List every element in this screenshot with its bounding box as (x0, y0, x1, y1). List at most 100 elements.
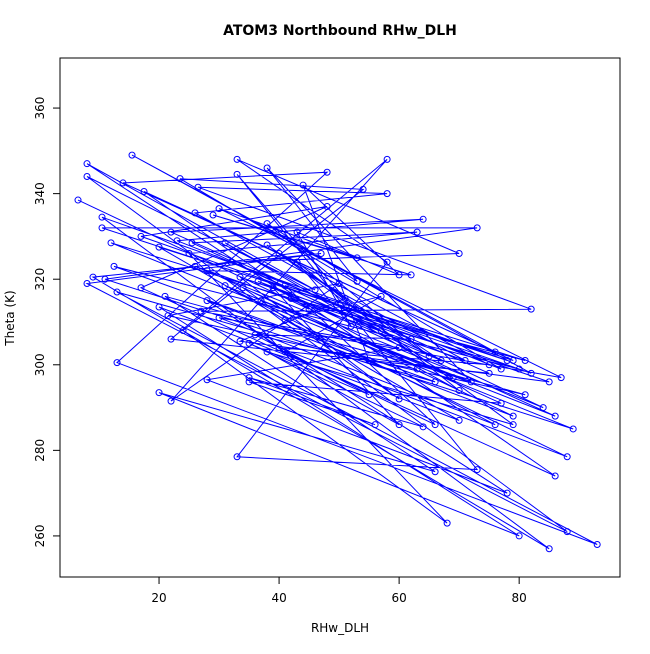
data-point (563, 453, 571, 461)
data-point (128, 151, 136, 159)
data-point (275, 344, 283, 352)
data-point (473, 466, 481, 474)
data-point (551, 472, 559, 480)
data-point (353, 254, 361, 262)
data-point (227, 258, 235, 266)
data-point (263, 164, 271, 172)
data-point (347, 322, 355, 330)
y-tick-label: 360 (33, 97, 47, 120)
data-point (365, 391, 373, 399)
data-point (89, 273, 97, 281)
data-point (383, 258, 391, 266)
x-tick-label: 60 (391, 591, 406, 605)
data-point (113, 359, 121, 367)
data-point (215, 314, 223, 322)
data-point (245, 374, 253, 382)
data-point (236, 273, 244, 281)
data-point (140, 187, 148, 195)
data-point (194, 183, 202, 191)
data-point (110, 262, 118, 270)
data-point (185, 250, 193, 258)
data-point (473, 224, 481, 232)
data-point (239, 284, 247, 292)
data-point (263, 348, 271, 356)
data-point (509, 421, 517, 429)
data-point (155, 303, 163, 311)
data-point (431, 421, 439, 429)
data-point (413, 228, 421, 236)
y-tick-label: 260 (33, 524, 47, 547)
data-point (515, 365, 523, 373)
data-point (425, 352, 433, 360)
data-point (485, 361, 493, 369)
data-point (83, 173, 91, 181)
data-point (311, 286, 319, 294)
x-tick-label: 20 (151, 591, 166, 605)
data-point (203, 376, 211, 384)
data-point (341, 294, 349, 302)
data-point (137, 232, 145, 240)
data-point (551, 412, 559, 420)
data-point (527, 369, 535, 377)
data-point (176, 175, 184, 183)
y-tick-label: 340 (33, 182, 47, 205)
y-tick-label: 320 (33, 268, 47, 291)
data-point (155, 243, 163, 251)
data-point (197, 307, 205, 315)
data-point (305, 305, 313, 313)
data-point (407, 335, 415, 343)
data-point (491, 348, 499, 356)
y-tick-label: 280 (33, 439, 47, 462)
data-point (251, 331, 259, 339)
data-point (98, 224, 106, 232)
data-point (191, 262, 199, 270)
data-point (419, 423, 427, 431)
data-point (215, 205, 223, 213)
data-point (281, 348, 289, 356)
data-point (101, 275, 109, 283)
data-point (497, 399, 505, 407)
data-point (275, 250, 283, 258)
data-point (431, 378, 439, 386)
data-point (263, 220, 271, 228)
data-point (371, 421, 379, 429)
data-point (83, 279, 91, 287)
data-point (254, 277, 262, 285)
data-point (281, 316, 289, 324)
data-point (383, 155, 391, 163)
data-point (503, 489, 511, 497)
data-point (245, 339, 253, 347)
data-point (431, 468, 439, 476)
data-point (179, 327, 187, 335)
data-point (377, 292, 385, 300)
data-point (233, 155, 241, 163)
data-point (491, 421, 499, 429)
data-point (545, 545, 553, 553)
data-point (377, 327, 385, 335)
data-point (467, 378, 475, 386)
data-point (293, 228, 301, 236)
data-point (113, 288, 121, 296)
data-point (569, 425, 577, 433)
data-point (521, 391, 529, 399)
data-point (203, 297, 211, 305)
data-point (293, 258, 301, 266)
data-point (203, 267, 211, 275)
data-point (299, 181, 307, 189)
data-point (335, 279, 343, 287)
data-point (395, 395, 403, 403)
x-tick-label: 40 (271, 591, 286, 605)
data-point (485, 369, 493, 377)
data-point (317, 250, 325, 258)
y-tick-label: 300 (33, 353, 47, 376)
data-point (395, 271, 403, 279)
data-point (83, 160, 91, 168)
data-point (155, 389, 163, 397)
data-point (395, 344, 403, 352)
data-point (521, 357, 529, 365)
data-point (209, 211, 217, 219)
data-point (359, 185, 367, 193)
series-line (77, 154, 598, 550)
data-point (167, 335, 175, 343)
